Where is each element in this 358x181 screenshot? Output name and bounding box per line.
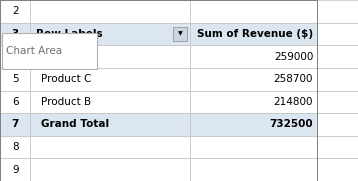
- Text: 6: 6: [12, 97, 19, 107]
- Bar: [0, 113, 30, 136]
- Text: 2: 2: [12, 6, 19, 16]
- Bar: [190, 136, 317, 158]
- Bar: [0, 45, 30, 68]
- Bar: [30, 158, 190, 181]
- Text: 4: 4: [12, 52, 19, 62]
- Bar: [317, 68, 358, 90]
- Bar: [190, 68, 317, 90]
- Bar: [30, 68, 190, 90]
- Text: 5: 5: [12, 74, 19, 84]
- Bar: [317, 23, 358, 45]
- Text: 8: 8: [12, 142, 19, 152]
- Text: Grand Total: Grand Total: [41, 119, 109, 129]
- Bar: [317, 45, 358, 68]
- Bar: [0, 23, 30, 45]
- Bar: [0, 158, 30, 181]
- Bar: [30, 0, 190, 23]
- Bar: [173, 27, 187, 41]
- Text: Product C: Product C: [41, 74, 92, 84]
- Bar: [190, 113, 317, 136]
- Text: 9: 9: [12, 165, 19, 175]
- Bar: [30, 136, 190, 158]
- Bar: [190, 90, 317, 113]
- Bar: [317, 90, 358, 113]
- Bar: [190, 23, 317, 45]
- Bar: [30, 23, 190, 45]
- Text: Chart Area: Chart Area: [6, 46, 62, 56]
- Bar: [317, 113, 358, 136]
- Bar: [2, 33, 97, 69]
- Bar: [30, 113, 190, 136]
- Bar: [0, 68, 30, 90]
- Text: ▼: ▼: [178, 31, 182, 36]
- Bar: [190, 0, 317, 23]
- Bar: [190, 45, 317, 68]
- Bar: [190, 158, 317, 181]
- Text: 732500: 732500: [270, 119, 313, 129]
- Bar: [30, 90, 190, 113]
- Text: 7: 7: [11, 119, 19, 129]
- Text: Sum of Revenue ($): Sum of Revenue ($): [197, 29, 313, 39]
- Text: Row Labels: Row Labels: [36, 29, 102, 39]
- Bar: [317, 136, 358, 158]
- Bar: [0, 0, 317, 181]
- Text: 3: 3: [11, 29, 19, 39]
- Text: 259000: 259000: [274, 52, 313, 62]
- Bar: [0, 136, 30, 158]
- Text: 214800: 214800: [274, 97, 313, 107]
- Bar: [30, 45, 190, 68]
- Text: 258700: 258700: [274, 74, 313, 84]
- Bar: [0, 90, 30, 113]
- Text: Product A: Product A: [41, 52, 91, 62]
- Bar: [317, 0, 358, 23]
- Bar: [317, 158, 358, 181]
- Text: Product B: Product B: [41, 97, 91, 107]
- Bar: [0, 0, 30, 23]
